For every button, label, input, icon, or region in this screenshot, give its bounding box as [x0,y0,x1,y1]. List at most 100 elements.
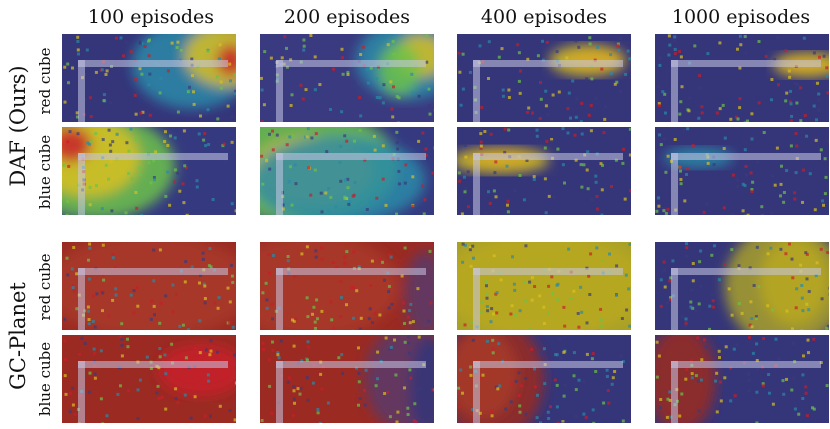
heatmap-cell [524,377,528,380]
heatmap-cell [409,302,413,306]
heatmap-cell [673,52,677,56]
heatmap-cell [410,72,414,76]
heatmap-cell [544,104,548,108]
heatmap-cell [755,421,759,423]
heatmap-cell [431,388,434,392]
heatmap-cell [594,174,598,178]
heatmap-cell [183,195,187,199]
heatmap-cell [375,77,378,81]
heatmap-cell [147,83,151,87]
heatmap-cell [173,180,177,184]
heatmap-cell [202,138,206,142]
heatmap-cell [149,181,153,185]
wall-horizontal [276,268,426,275]
heatmap-cell [301,97,305,101]
heatmap-cell [217,57,221,61]
heatmap-cell [134,112,138,116]
heatmap-cell [87,322,91,326]
heatmap-cell [198,281,201,285]
heatmap-cell [488,202,492,205]
heatmap-cell [186,90,190,94]
heatmap-cell [667,34,671,38]
heatmap-cell [802,354,805,358]
heatmap-cell [464,155,468,159]
heatmap-cell [577,378,581,382]
heatmap-cell [801,397,805,400]
heatmap-cell [826,324,829,328]
heatmap-cell [530,298,534,302]
heatmap-cell [182,129,186,133]
wall-vertical [671,361,678,423]
heatmap-cell [747,336,751,339]
heatmap-cell [270,302,274,306]
heatmap-cell [101,138,105,141]
heatmap-cell [580,101,584,105]
heatmap-cell [803,114,807,117]
heatmap-cell [624,273,628,277]
heatmap-cell [233,353,236,357]
heatmap-cell [373,148,377,152]
heatmap-cell [698,86,702,90]
heatmap-cell [411,204,415,208]
heatmap-cell [550,140,554,144]
heatmap-cell [382,83,386,87]
heatmap-cell [658,63,662,67]
heatmap-cell [415,388,419,392]
heatmap-cell [665,415,669,419]
heatmap-cell [749,171,753,175]
heatmap-cell [804,391,808,395]
heatmap-cell [817,108,821,112]
heatmap-cell [164,372,168,376]
heatmap-cell [78,352,82,356]
heatmap-panel [62,242,236,330]
heatmap-cell [411,175,415,179]
heatmap-cell [352,316,355,320]
heatmap-cell [679,55,683,59]
heatmap-cell [657,204,661,208]
heatmap-cell [522,198,526,202]
heatmap-cell [775,146,779,150]
heatmap-cell [626,49,630,53]
heatmap-cell [463,323,467,327]
heatmap-cell [698,74,702,78]
heatmap-cell [479,128,483,131]
heatmap-cell [795,287,799,291]
wall-vertical [276,60,283,122]
heatmap-cell [457,51,461,55]
heatmap-cell [403,322,406,325]
heatmap-cell [789,89,792,93]
heatmap-cell [562,305,566,309]
heatmap-cell [722,147,726,150]
heatmap-cell [574,115,578,119]
heatmap-cell [820,297,824,301]
heatmap-cell [286,380,290,384]
heatmap-cell [551,292,555,295]
heatmap-cell [72,246,76,249]
heatmap-cell [272,254,275,257]
heatmap-cell [132,311,136,315]
heatmap-cell [490,307,494,311]
heatmap-cell [463,144,467,147]
heatmap-cell [518,309,522,313]
heatmap-cell [538,294,542,298]
heatmap-cell [423,198,427,202]
heatmap-cell [271,317,274,321]
heatmap-cell [700,105,704,109]
heatmap-cell [221,144,225,148]
heatmap-cell [821,199,825,203]
heatmap-cell [126,337,129,341]
heatmap-cell [345,303,348,307]
heatmap-cell [479,146,483,150]
heatmap-cell [101,291,105,295]
heatmap-cell [738,66,742,70]
heatmap-cell [314,326,317,330]
heatmap-cell [233,73,236,77]
heatmap-cell [234,92,236,95]
heatmap-cell [629,76,631,80]
heatmap-cell [735,343,739,347]
heatmap-cell [366,81,370,85]
heatmap-cell [730,313,734,317]
heatmap-cell [489,320,493,324]
heatmap-cell [95,292,99,296]
heatmap-cell [341,72,345,76]
